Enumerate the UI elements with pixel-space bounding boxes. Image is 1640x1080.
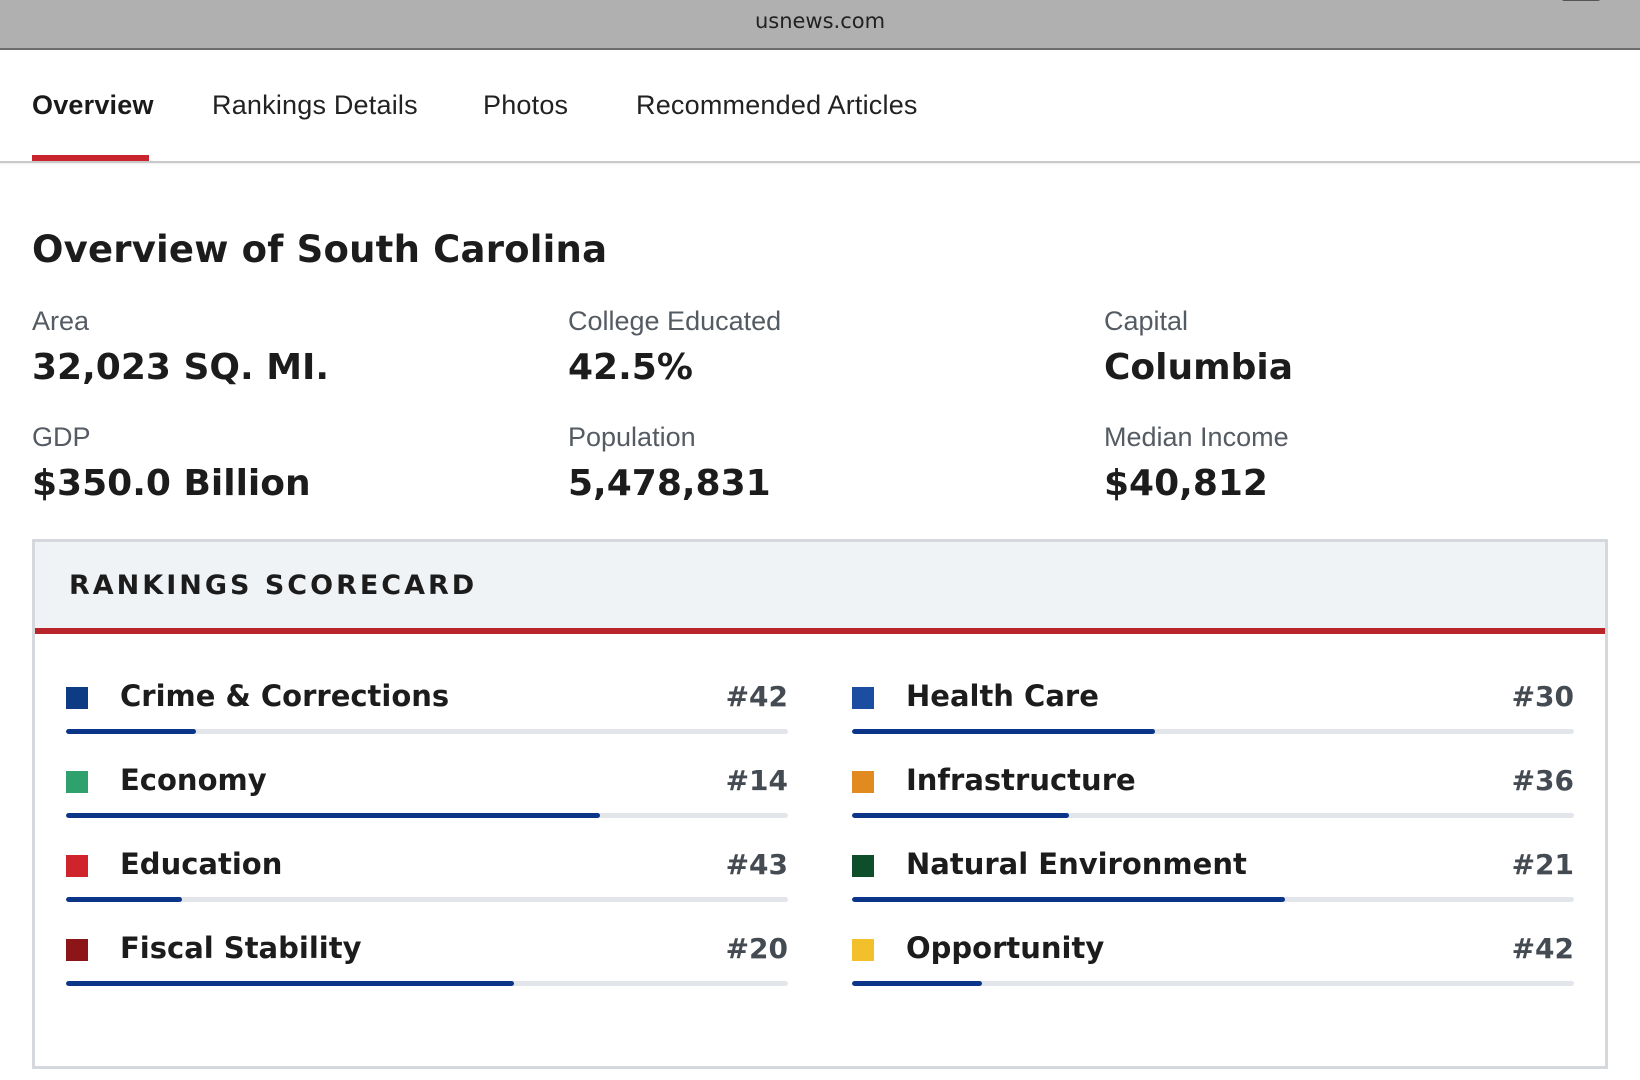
stat-value: 5,478,831	[568, 463, 771, 504]
ranking-name: Natural Environment	[906, 847, 1247, 881]
tab-recommended-articles[interactable]: Recommended Articles	[636, 90, 918, 120]
ranking-bar-fill	[852, 897, 1286, 902]
ranking-name: Education	[120, 847, 283, 881]
ranking-value: #36	[1511, 764, 1574, 797]
ranking-bar	[66, 897, 788, 902]
ranking-bar	[852, 897, 1574, 902]
ranking-bar-fill	[852, 729, 1156, 734]
ranking-bar	[66, 813, 788, 818]
stat-capital: Capital Columbia	[1104, 306, 1293, 388]
browser-url-bar[interactable]: usnews.com	[0, 0, 1640, 50]
category-swatch	[66, 771, 88, 793]
stat-value: 32,023 SQ. MI.	[32, 347, 330, 388]
stat-label: College Educated	[568, 306, 782, 336]
category-swatch	[852, 687, 874, 709]
ranking-bar	[852, 813, 1574, 818]
ranking-bar-fill	[852, 813, 1069, 818]
ranking-value: #42	[1511, 932, 1574, 965]
category-swatch	[852, 855, 874, 877]
ranking-bar	[852, 729, 1574, 734]
rankings-scorecard: RANKINGS SCORECARD Crime & Corrections #…	[32, 539, 1608, 1069]
tab-rankings-details[interactable]: Rankings Details	[212, 90, 418, 120]
page-title: Overview of South Carolina	[32, 228, 608, 271]
ranking-health-care[interactable]: Health Care #30	[852, 675, 1574, 745]
ranking-value: #42	[725, 680, 788, 713]
ranking-bar-fill	[852, 981, 982, 986]
stat-college-educated: College Educated 42.5%	[568, 306, 781, 388]
stat-value: $350.0 Billion	[32, 463, 311, 504]
ranking-value: #43	[725, 848, 788, 881]
ranking-name: Crime & Corrections	[120, 679, 450, 713]
stat-label: Area	[32, 306, 90, 336]
url-text[interactable]: usnews.com	[754, 9, 886, 33]
stat-value: Columbia	[1104, 347, 1294, 388]
active-tab-indicator	[32, 155, 149, 161]
scorecard-header: RANKINGS SCORECARD	[35, 542, 1605, 634]
ranking-name: Fiscal Stability	[120, 931, 362, 965]
ranking-bar-fill	[66, 981, 514, 986]
ranking-crime-corrections[interactable]: Crime & Corrections #42	[66, 675, 788, 745]
ranking-bar-fill	[66, 813, 601, 818]
menu-icon[interactable]	[1562, 0, 1600, 1]
category-swatch	[66, 687, 88, 709]
stat-median-income: Median Income $40,812	[1104, 422, 1289, 504]
ranking-bar-fill	[66, 897, 182, 902]
page-tabs: Overview Rankings Details Photos Recomme…	[0, 52, 1640, 163]
stat-label: Capital	[1104, 306, 1189, 336]
tab-overview[interactable]: Overview	[32, 90, 154, 120]
stat-label: GDP	[32, 422, 91, 452]
ranking-value: #30	[1511, 680, 1574, 713]
ranking-bar	[66, 729, 788, 734]
ranking-bar-fill	[66, 729, 196, 734]
category-swatch	[852, 771, 874, 793]
ranking-value: #20	[725, 932, 788, 965]
ranking-economy[interactable]: Economy #14	[66, 759, 788, 829]
stat-value: $40,812	[1104, 463, 1268, 504]
ranking-bar	[852, 981, 1574, 986]
stat-population: Population 5,478,831	[568, 422, 771, 504]
stat-label: Median Income	[1104, 422, 1289, 452]
stat-value: 42.5%	[568, 347, 693, 388]
ranking-name: Opportunity	[906, 931, 1105, 965]
ranking-value: #14	[725, 764, 788, 797]
category-swatch	[66, 855, 88, 877]
stat-label: Population	[568, 422, 696, 452]
ranking-opportunity[interactable]: Opportunity #42	[852, 927, 1574, 997]
category-swatch	[852, 939, 874, 961]
ranking-name: Economy	[120, 763, 267, 797]
ranking-bar	[66, 981, 788, 986]
ranking-value: #21	[1511, 848, 1574, 881]
ranking-natural-environment[interactable]: Natural Environment #21	[852, 843, 1574, 913]
tab-photos[interactable]: Photos	[483, 90, 569, 120]
ranking-name: Infrastructure	[906, 763, 1136, 797]
stat-gdp: GDP $350.0 Billion	[32, 422, 311, 504]
ranking-fiscal-stability[interactable]: Fiscal Stability #20	[66, 927, 788, 997]
ranking-name: Health Care	[906, 679, 1099, 713]
scorecard-title: RANKINGS SCORECARD	[69, 569, 478, 601]
ranking-education[interactable]: Education #43	[66, 843, 788, 913]
ranking-infrastructure[interactable]: Infrastructure #36	[852, 759, 1574, 829]
category-swatch	[66, 939, 88, 961]
stat-area: Area 32,023 SQ. MI.	[32, 306, 329, 388]
